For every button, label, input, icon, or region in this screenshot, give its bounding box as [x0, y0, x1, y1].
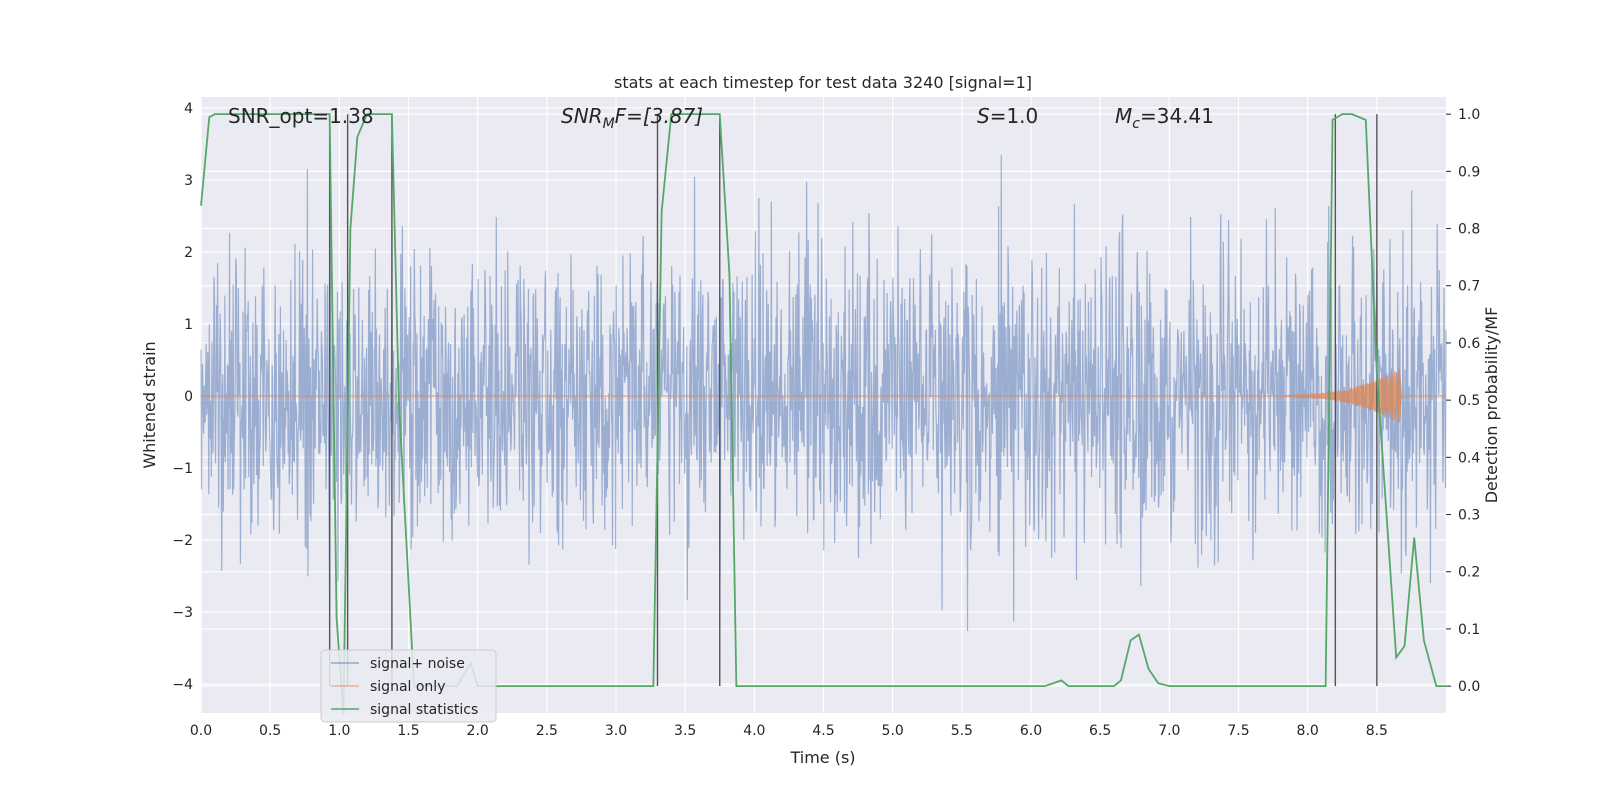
- x-tick-label: 6.0: [1020, 723, 1042, 739]
- x-tick-label: 4.5: [812, 723, 834, 739]
- y-tick-label-right: 0.0: [1458, 679, 1480, 695]
- x-tick-label: 1.0: [328, 723, 350, 739]
- annotations: SNR_opt=1.38 SNRMF=[3.87] S=1.0 Mc=34.41: [228, 104, 1214, 132]
- y-tick-label-right: 0.3: [1458, 508, 1480, 524]
- y-tick-label-left: 2: [184, 245, 193, 261]
- x-tick-label: 7.5: [1227, 723, 1249, 739]
- y-tick-label-left: −4: [172, 677, 193, 693]
- y-tick-label-left: 4: [184, 101, 193, 117]
- annotation-mc: Mc=34.41: [1115, 104, 1214, 132]
- x-tick-label: 5.5: [951, 723, 973, 739]
- y-tick-label-left: 3: [184, 173, 193, 189]
- y-tick-label-left: −1: [172, 461, 193, 477]
- annotation-snr-mf: SNRMF=[3.87]: [561, 104, 703, 132]
- x-tick-label: 8.5: [1366, 723, 1388, 739]
- x-tick-label: 2.0: [467, 723, 489, 739]
- y-tick-label-left: −3: [172, 605, 193, 621]
- annotation-s: S=1.0: [977, 104, 1038, 128]
- series-signal-statistics: [200, 113, 1446, 715]
- legend-label-signal-noise: signal+ noise: [370, 656, 465, 672]
- x-axis-label: Time (s): [789, 748, 855, 767]
- y-tick-label-right: 0.8: [1458, 222, 1480, 238]
- legend: signal+ noise signal only signal statist…: [320, 649, 497, 723]
- x-tick-label: 5.0: [882, 723, 904, 739]
- y-tick-label-right: 0.1: [1458, 622, 1480, 638]
- x-tick-label: 0.0: [190, 723, 212, 739]
- legend-label-signal-statistics: signal statistics: [370, 702, 478, 718]
- y-tick-label-left: 0: [184, 389, 193, 405]
- y-axis-label-left: Whitened strain: [140, 341, 159, 468]
- signal-statistics-line: [200, 113, 1446, 715]
- x-tick-label: 8.0: [1297, 723, 1319, 739]
- x-tick-label: 2.5: [536, 723, 558, 739]
- y-tick-label-left: 1: [184, 317, 193, 333]
- y-tick-label-right: 0.9: [1458, 164, 1480, 180]
- legend-box: [320, 649, 497, 723]
- y-tick-label-right: 0.5: [1458, 393, 1480, 409]
- x-tick-label: 3.0: [605, 723, 627, 739]
- y-tick-label-right: 0.6: [1458, 336, 1480, 352]
- x-tick-label: 6.5: [1089, 723, 1111, 739]
- y-tick-label-right: 0.4: [1458, 450, 1480, 466]
- annotation-snr-opt: SNR_opt=1.38: [228, 104, 374, 128]
- series-signal-noise: [200, 155, 1447, 632]
- x-tick-label: 7.0: [1158, 723, 1180, 739]
- legend-label-signal-only: signal only: [370, 679, 445, 695]
- y-tick-label-right: 0.7: [1458, 279, 1480, 295]
- y-tick-label-right: 0.2: [1458, 565, 1480, 581]
- chart-title: stats at each timestep for test data 324…: [614, 73, 1032, 92]
- x-tick-label: 1.5: [397, 723, 419, 739]
- y-tick-label-right: 1.0: [1458, 107, 1480, 123]
- y-axis-label-right: Detection probability/MF: [1482, 307, 1501, 504]
- x-tick-label: 4.0: [743, 723, 765, 739]
- signal-noise-line: [200, 155, 1447, 632]
- x-tick-label: 3.5: [674, 723, 696, 739]
- x-tick-label: 0.5: [259, 723, 281, 739]
- axis-ticks: 0.0 0.5 1.0 1.5 2.0 2.5 3.0 3.5 4.0 4.5 5.0 5.5 6.0 6…: [172, 101, 1480, 739]
- y-tick-label-left: −2: [172, 533, 193, 549]
